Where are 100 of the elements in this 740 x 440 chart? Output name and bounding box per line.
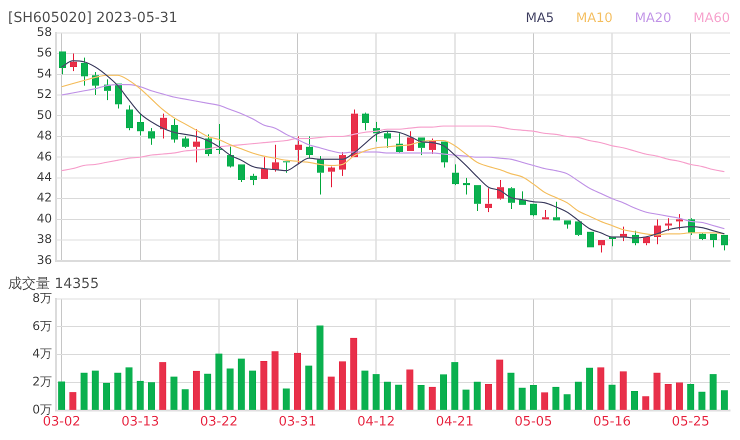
y-tick-label: 0万: [32, 402, 52, 417]
bar: [215, 354, 222, 410]
candlestick: [238, 164, 245, 183]
y-tick-label: 48: [36, 128, 52, 143]
bar: [114, 372, 122, 410]
bar: [664, 384, 672, 410]
y-tick-label: 44: [36, 170, 52, 184]
candlestick: [508, 186, 515, 210]
x-tick-label: 05-25: [672, 414, 710, 430]
bar: [103, 382, 110, 410]
line-series: [61, 125, 725, 172]
text: MA20: [634, 11, 672, 26]
bar: [170, 376, 178, 410]
bar: [272, 351, 279, 410]
bar: [698, 392, 706, 410]
y-tick-label: 2万: [32, 374, 52, 389]
candlestick: [665, 218, 672, 232]
bar: [496, 360, 504, 410]
candlestick: [272, 144, 279, 172]
x-tick-label: 03-22: [200, 414, 238, 430]
text: MA10: [576, 11, 613, 26]
bar: [338, 361, 346, 410]
bar: [552, 386, 560, 410]
bar: [631, 391, 638, 410]
candlestick: [182, 136, 189, 148]
candlestick: [452, 164, 459, 186]
bar: [597, 367, 604, 410]
bar: [92, 370, 99, 410]
bar: [418, 385, 425, 410]
candlestick: [575, 221, 582, 236]
candlestick: [643, 236, 650, 246]
bar: [676, 382, 683, 410]
bar: [428, 386, 436, 410]
bar: [294, 352, 301, 410]
bar: [574, 382, 582, 410]
bar: [654, 372, 660, 410]
candlestick: [250, 173, 257, 186]
bar: [720, 390, 728, 410]
y-tick-label: 46: [36, 149, 52, 164]
y-tick-label: 36: [36, 252, 52, 267]
candlestick: [81, 57, 88, 86]
candlestick: [721, 234, 728, 251]
candlestick: [362, 112, 369, 131]
candlestick: [306, 136, 313, 159]
bar: [58, 382, 66, 410]
candlestick: [227, 146, 234, 168]
candlestick: [710, 234, 717, 248]
bar: [541, 392, 548, 410]
x-tick-label: 05-05: [514, 414, 552, 430]
bar: [451, 362, 458, 410]
bar: [406, 370, 414, 410]
chart-title: [SH605020] 2023-05-31: [8, 10, 178, 26]
bar: [148, 382, 155, 410]
y-tick-label: 52: [36, 87, 52, 102]
candlestick: [295, 136, 302, 165]
x-tick-label: 04-21: [436, 414, 474, 430]
bar: [305, 366, 312, 410]
candlestick: [474, 185, 481, 212]
bar: [226, 368, 234, 410]
y-tick-label: 56: [36, 46, 52, 60]
candlestick: [676, 214, 683, 230]
candlestick: [542, 210, 549, 220]
bar: [485, 384, 492, 410]
candlestick: [148, 128, 155, 146]
bar: [328, 376, 335, 410]
candlestick: [283, 161, 290, 174]
bar: [530, 385, 537, 410]
candlestick: [137, 113, 144, 136]
x-tick-label: 03-31: [278, 414, 316, 430]
candlestick: [70, 53, 77, 72]
bar: [518, 388, 526, 410]
y-tick-label: 50: [36, 108, 52, 122]
x-tick-label: 04-12: [357, 414, 396, 430]
candlestick: [463, 177, 470, 195]
candlestick: [564, 220, 571, 230]
bar: [440, 374, 448, 410]
bar: [282, 388, 290, 410]
bar: [238, 358, 245, 410]
bar: [395, 384, 402, 410]
candlestick: [485, 188, 492, 213]
bar: [350, 338, 358, 410]
candlestick: [598, 240, 605, 254]
bar: [586, 368, 594, 410]
candlestick: [126, 104, 133, 131]
bar: [80, 372, 88, 410]
bar: [361, 370, 368, 410]
candlestick: [59, 51, 66, 75]
bar: [372, 374, 380, 410]
candlestick: [193, 128, 200, 163]
bar: [260, 361, 268, 410]
y-tick-label: 8万: [32, 290, 52, 305]
bar: [204, 374, 212, 410]
x-tick-label: 03-02: [42, 414, 81, 430]
candlestick: [171, 118, 178, 144]
bar: [69, 392, 76, 410]
bar: [126, 367, 132, 410]
y-tick-label: 40: [36, 211, 52, 226]
candlestick: [384, 130, 391, 148]
bar: [710, 374, 717, 410]
bar: [249, 370, 256, 410]
